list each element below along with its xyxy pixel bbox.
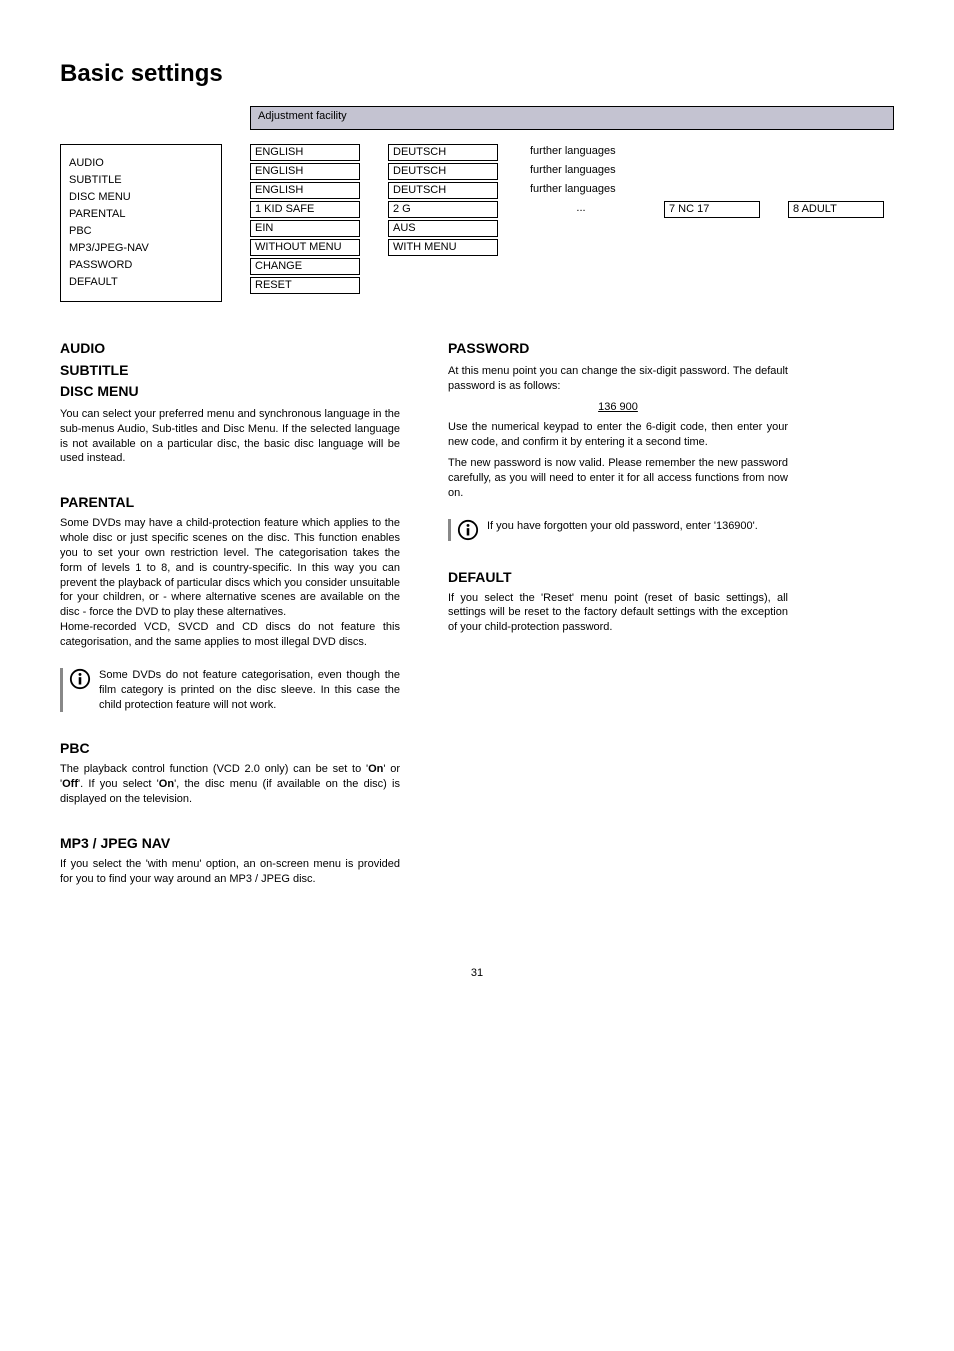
menu-item: PASSWORD — [69, 257, 213, 274]
text: '. If you select ' — [78, 778, 159, 790]
option-cell: 8 ADULT — [788, 201, 884, 218]
option-cell: 7 NC 17 — [664, 201, 760, 218]
heading-default: DEFAULT — [448, 569, 788, 585]
option-cell: RESET — [250, 277, 360, 294]
menu-item: PARENTAL — [69, 206, 213, 223]
option-cell: ENGLISH — [250, 163, 360, 180]
page-title: Basic settings — [60, 60, 894, 88]
options-col-2: DEUTSCH DEUTSCH DEUTSCH 2 G AUS WITH MEN… — [388, 144, 498, 258]
heading-parental: PARENTAL — [60, 494, 400, 510]
options-col-4: 7 NC 17 — [664, 144, 760, 220]
options-col-5: 8 ADULT — [788, 144, 884, 220]
option-text: ... — [526, 201, 636, 218]
heading-password: PASSWORD — [448, 340, 788, 358]
heading-mp3: MP3 / JPEG NAV — [60, 835, 400, 851]
settings-table: AUDIO SUBTITLE DISC MENU PARENTAL PBC MP… — [60, 144, 894, 302]
menu-item: MP3/JPEG-NAV — [69, 240, 213, 257]
option-text: further languages — [526, 144, 636, 161]
bold: Off — [62, 778, 78, 790]
menu-item: DEFAULT — [69, 274, 213, 291]
menu-item: AUDIO — [69, 155, 213, 172]
option-cell: WITHOUT MENU — [250, 239, 360, 256]
option-cell: 2 G — [388, 201, 498, 218]
options-col-1: ENGLISH ENGLISH ENGLISH 1 KID SAFE EIN W… — [250, 144, 360, 296]
option-cell: AUS — [388, 220, 498, 237]
heading-discmenu: DISC MENU — [60, 383, 400, 401]
option-cell: ENGLISH — [250, 182, 360, 199]
option-cell: CHANGE — [250, 258, 360, 275]
menu-item: DISC MENU — [69, 189, 213, 206]
option-cell: DEUTSCH — [388, 163, 498, 180]
heading-pbc: PBC — [60, 740, 400, 756]
heading-subtitle: SUBTITLE — [60, 362, 400, 380]
option-cell: DEUTSCH — [388, 182, 498, 199]
info-box: Some DVDs do not feature categorisation,… — [60, 668, 400, 713]
password-code: 136 900 — [448, 400, 788, 415]
info-text: If you have forgotten your old password,… — [487, 519, 758, 534]
option-text: further languages — [526, 182, 636, 199]
adjustment-facility-bar: Adjustment facility — [250, 106, 894, 130]
paragraph: At this menu point you can change the si… — [448, 364, 788, 394]
option-cell: ENGLISH — [250, 144, 360, 161]
paragraph: The playback control function (VCD 2.0 o… — [60, 762, 400, 807]
paragraph: If you select the 'Reset' menu point (re… — [448, 591, 788, 636]
option-cell: 1 KID SAFE — [250, 201, 360, 218]
option-cell: DEUTSCH — [388, 144, 498, 161]
adjustment-facility-label: Adjustment facility — [258, 110, 347, 122]
info-icon — [457, 519, 479, 541]
menu-item: PBC — [69, 223, 213, 240]
right-column: PASSWORD At this menu point you can chan… — [448, 336, 788, 886]
page-number: 31 — [60, 967, 894, 979]
menu-list: AUDIO SUBTITLE DISC MENU PARENTAL PBC MP… — [60, 144, 222, 302]
options-col-3: further languages further languages furt… — [526, 144, 636, 220]
option-cell: WITH MENU — [388, 239, 498, 256]
bold: On — [159, 778, 174, 790]
paragraph: If you select the 'with menu' option, an… — [60, 857, 400, 887]
option-text: further languages — [526, 163, 636, 180]
left-column: AUDIO SUBTITLE DISC MENU You can select … — [60, 336, 400, 886]
info-text: Some DVDs do not feature categorisation,… — [99, 668, 400, 713]
paragraph: The new password is now valid. Please re… — [448, 456, 788, 501]
paragraph: Home-recorded VCD, SVCD and CD discs do … — [60, 620, 400, 650]
paragraph: You can select your preferred menu and s… — [60, 407, 400, 466]
info-box: If you have forgotten your old password,… — [448, 519, 788, 541]
heading-audio: AUDIO — [60, 340, 400, 358]
bold: On — [368, 763, 383, 775]
option-cell: EIN — [250, 220, 360, 237]
paragraph: Use the numerical keypad to enter the 6-… — [448, 420, 788, 450]
paragraph: Some DVDs may have a child-protection fe… — [60, 516, 400, 620]
menu-item: SUBTITLE — [69, 172, 213, 189]
info-icon — [69, 668, 91, 690]
text: The playback control function (VCD 2.0 o… — [60, 763, 368, 775]
